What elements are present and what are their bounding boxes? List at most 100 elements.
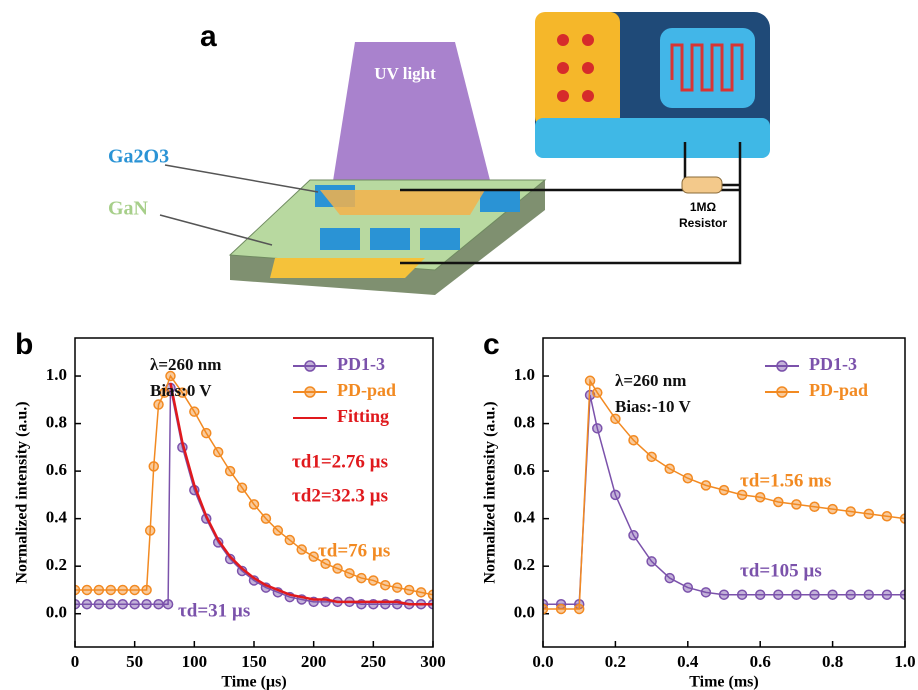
y-axis-title: Normalized intensity (a.u.) [482,401,499,583]
x-tick-label: 300 [420,652,446,671]
annotation: τd=1.56 ms [740,470,831,491]
data-point [82,600,91,609]
panel-label: c [483,328,500,361]
data-point [154,600,163,609]
knob [582,62,594,74]
data-point [142,585,151,594]
ga2o3-block [480,190,520,212]
annotation: τd=76 µs [318,540,390,561]
data-point [846,507,855,516]
x-tick-label: 100 [182,652,208,671]
y-tick-label: 0.2 [46,555,67,574]
data-point [214,448,223,457]
figure: a UV light Ga2O3 GaN 1MΩ Resistor b0.00.… [0,0,918,690]
resistor-value: 1MΩ [690,200,717,214]
data-point [393,583,402,592]
data-point [333,564,342,573]
oscilloscope-panel [535,12,620,127]
electrode [320,190,485,215]
legend-label: PD1-3 [337,354,385,374]
data-point [683,474,692,483]
x-axis-title: Time (ms) [689,674,758,690]
knob [557,90,569,102]
annotation: τd=31 µs [178,600,250,621]
y-tick-label: 0.0 [46,603,67,622]
knob [582,34,594,46]
annotation: Bias:-10 V [615,397,691,416]
data-point [149,462,158,471]
data-point [828,590,837,599]
data-point [94,585,103,594]
data-point [106,600,115,609]
x-tick-label: 0 [71,652,80,671]
layer-label: GaN [108,198,149,220]
data-point [792,590,801,599]
data-point [792,500,801,509]
y-axis-title: Normalized intensity (a.u.) [14,401,31,583]
x-tick-label: 0.4 [677,652,699,671]
data-point [238,483,247,492]
data-point [701,481,710,490]
data-point [285,536,294,545]
panel-a: a UV light Ga2O3 GaN 1MΩ Resistor [108,12,770,295]
data-point [250,500,259,509]
data-point [226,467,235,476]
data-point [557,604,566,613]
data-point [882,590,891,599]
x-tick-label: 0.0 [532,652,553,671]
pointer [165,165,318,192]
data-point [130,585,139,594]
data-point [417,588,426,597]
data-point [756,590,765,599]
data-point [828,505,837,514]
x-tick-label: 1.0 [894,652,915,671]
x-tick-label: 250 [361,652,387,671]
data-point [810,590,819,599]
legend-marker [305,361,315,371]
y-tick-label: 0.0 [514,603,535,622]
resistor-label: Resistor [679,216,727,230]
data-point [154,400,163,409]
x-tick-label: 200 [301,652,327,671]
y-tick-label: 1.0 [514,365,535,384]
data-point [261,514,270,523]
data-point [586,376,595,385]
y-tick-label: 0.6 [514,460,535,479]
legend-label: Fitting [337,406,389,426]
light-label: UV light [374,64,436,83]
data-point [345,569,354,578]
annotation: τd1=2.76 µs [292,451,388,472]
x-tick-label: 0.6 [750,652,771,671]
data-point [738,590,747,599]
data-point [381,581,390,590]
data-point [647,452,656,461]
data-point [593,424,602,433]
data-point [273,526,282,535]
ga2o3-block [370,228,410,250]
x-tick-label: 0.2 [605,652,626,671]
data-point [202,429,211,438]
oscilloscope-base [535,118,770,158]
y-tick-label: 0.4 [46,508,68,527]
data-point [882,512,891,521]
data-point [774,498,783,507]
data-point [756,493,765,502]
knob [582,90,594,102]
y-tick-label: 0.6 [46,460,67,479]
data-point [297,545,306,554]
data-point [611,490,620,499]
data-point [130,600,139,609]
legend-label: PD-pad [809,380,868,400]
resistor-symbol [682,177,722,193]
data-point [864,509,873,518]
data-point [683,583,692,592]
knob [557,62,569,74]
panel-label: a [200,20,217,53]
y-tick-label: 0.8 [514,412,535,431]
plot-area [539,376,910,613]
data-point [864,590,873,599]
data-point [575,604,584,613]
data-point [357,574,366,583]
x-axis-title: Time (µs) [221,674,286,690]
data-point [720,486,729,495]
